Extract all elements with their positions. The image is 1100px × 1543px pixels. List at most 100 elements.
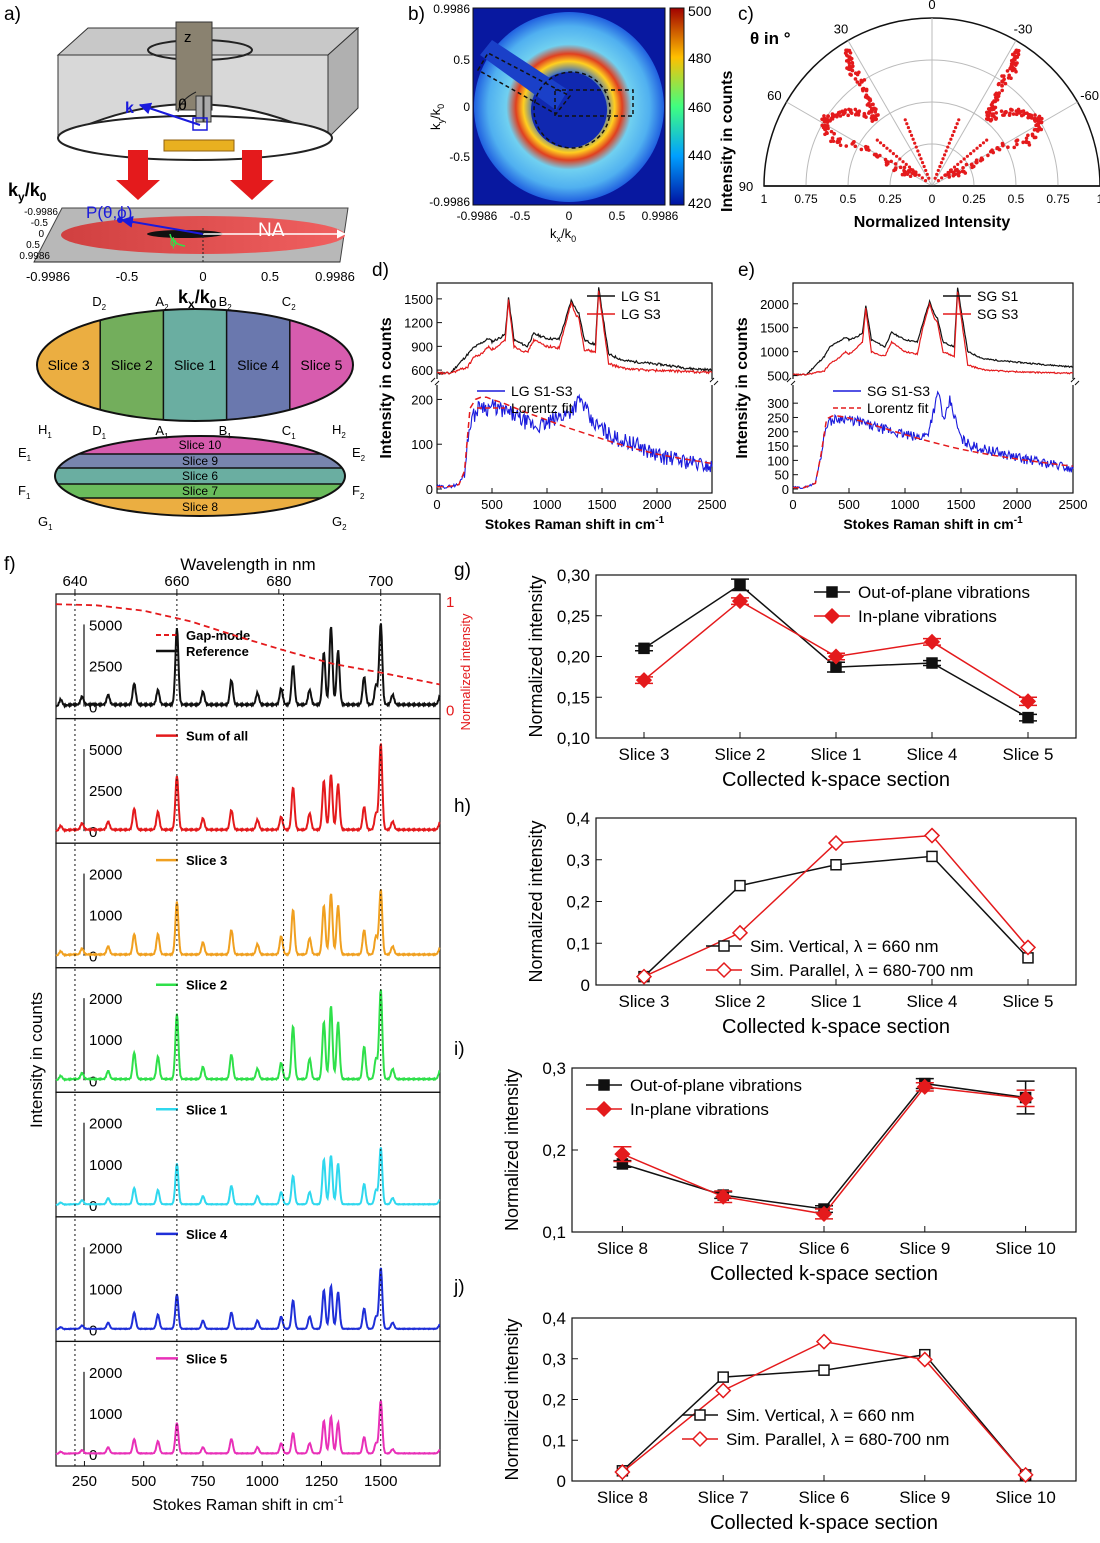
polar-point bbox=[902, 168, 906, 173]
x-tick: 500 bbox=[131, 1473, 156, 1490]
left-boundary-letter-sub: 1 bbox=[47, 431, 52, 440]
top-boundary-letter: D2 bbox=[92, 294, 106, 312]
lower-y-tick: 300 bbox=[767, 396, 789, 411]
polar-point bbox=[954, 125, 958, 130]
kx-tick: -0.9986 bbox=[26, 269, 70, 284]
scale-bar-tick: 1000 bbox=[89, 1157, 122, 1174]
f-subpanel-frame bbox=[55, 1340, 441, 1467]
axis-break-mark bbox=[1070, 377, 1080, 386]
left-boundary-letter-letter: E bbox=[18, 445, 27, 460]
polar-point bbox=[939, 161, 944, 165]
right-boundary-letter-letter: F bbox=[352, 483, 360, 498]
series-marker-diamond bbox=[815, 1333, 833, 1350]
lower-y-tick: 0 bbox=[426, 482, 433, 497]
legend-label: Lorentz fit bbox=[867, 400, 929, 416]
horizontal-slice-fill bbox=[55, 454, 345, 468]
right-boundary-letter: G2 bbox=[332, 514, 347, 532]
vertical-slices-outline bbox=[36, 308, 354, 422]
k-vector-label: k bbox=[125, 100, 134, 117]
polar-radial-tick: 0.5 bbox=[840, 192, 857, 206]
x-axis-label-sup: -1 bbox=[655, 515, 664, 526]
polar-point bbox=[1039, 120, 1044, 125]
ky-tick: -0.9986 bbox=[24, 207, 58, 218]
series-marker-diamond bbox=[916, 1351, 933, 1368]
x-category: Slice 2 bbox=[714, 745, 765, 764]
polar-point bbox=[965, 154, 969, 158]
panel-letter-i: i) bbox=[454, 1039, 465, 1060]
y-tick: 0,15 bbox=[557, 688, 590, 707]
x-tick: 1000 bbox=[533, 497, 562, 512]
polar-radial-tick: 0.5 bbox=[1008, 192, 1025, 206]
microscope-objective-drawing: z k θ bbox=[56, 21, 360, 200]
panel-c: c) θ in ° 030-3060-6090-9010.750.50.2500… bbox=[738, 0, 1100, 231]
polar-point bbox=[878, 153, 882, 158]
legend-marker bbox=[694, 1409, 706, 1421]
f-y-label: Intensity in counts bbox=[27, 992, 46, 1128]
kx-tick: 0.9986 bbox=[315, 269, 355, 284]
y-tick: 0,20 bbox=[557, 648, 590, 667]
x-axis-label-sup: -1 bbox=[334, 1494, 344, 1506]
upper-y-tick: 500 bbox=[767, 369, 789, 384]
horizontal-slice-label: Slice 7 bbox=[182, 484, 218, 498]
legend-label: In-plane vibrations bbox=[858, 607, 997, 626]
x-tick: 1000 bbox=[891, 497, 920, 512]
kx-tick: -0.5 bbox=[116, 269, 138, 284]
ky-tick: 0 bbox=[38, 229, 44, 240]
heatmap-dashed-rect bbox=[554, 89, 634, 117]
panel-letter-h: h) bbox=[454, 796, 471, 817]
x-category: Slice 10 bbox=[995, 1488, 1055, 1507]
polar-point bbox=[950, 133, 955, 137]
polar-point bbox=[949, 168, 953, 172]
polar-point bbox=[920, 176, 924, 180]
scale-bar-tick: 1000 bbox=[89, 1032, 122, 1049]
panel-letter-b: b) bbox=[408, 4, 425, 25]
b-x-tick: 0.9986 bbox=[642, 209, 679, 223]
upper-y-tick: 1000 bbox=[760, 345, 789, 360]
polar-point bbox=[871, 114, 876, 118]
upper-y-tick: 1500 bbox=[760, 321, 789, 336]
b-y-ticks: 0.9986 0.5 0 -0.5 -0.9986 bbox=[429, 2, 470, 209]
p-theta-phi-label: P(θ,ϕ) bbox=[86, 203, 132, 222]
polar-point bbox=[972, 149, 976, 153]
polar-point bbox=[986, 107, 991, 111]
upper-y-tick: 1200 bbox=[404, 316, 433, 331]
right-axis-tick: 0 bbox=[446, 703, 454, 720]
legend-label: Sim. Parallel, λ = 680-700 nm bbox=[750, 961, 973, 980]
polar-point bbox=[878, 141, 883, 145]
polar-point bbox=[907, 165, 912, 169]
lower-y-tick: 0 bbox=[782, 482, 789, 497]
x-tick: 1000 bbox=[246, 1473, 279, 1490]
polar-point bbox=[990, 149, 994, 154]
legend-label: Out-of-plane vibrations bbox=[630, 1076, 802, 1095]
legend-marker bbox=[826, 586, 838, 598]
upper-series-line bbox=[436, 287, 713, 375]
x-tick: 0 bbox=[789, 497, 796, 512]
panel-letter-e: e) bbox=[738, 260, 755, 281]
ky-tick: 0.9986 bbox=[19, 251, 50, 262]
polar-point bbox=[851, 64, 855, 68]
polar-point bbox=[936, 179, 941, 183]
polar-point bbox=[1008, 66, 1012, 71]
bottom-boundary-letter: C1 bbox=[282, 423, 296, 441]
polar-point bbox=[895, 154, 899, 158]
polar-radial-tick: 0.75 bbox=[1046, 192, 1070, 206]
polar-point bbox=[964, 162, 969, 167]
f-spectrum bbox=[55, 623, 441, 709]
x-axis-label-text: Stokes Raman shift in cm bbox=[843, 516, 1013, 532]
colorbar-tick: 500 bbox=[688, 3, 712, 19]
f-stack: 640 660 680 700500025000ReferenceGap-mode50… bbox=[55, 573, 454, 1514]
panel-letter-j: j) bbox=[453, 1277, 465, 1298]
polar-point bbox=[874, 113, 879, 118]
x-category: Slice 3 bbox=[618, 745, 669, 764]
right-boundary-letter: E2 bbox=[352, 445, 366, 463]
polar-point bbox=[1025, 111, 1029, 116]
x-tick: 0 bbox=[433, 497, 440, 512]
legend-marker bbox=[718, 940, 730, 952]
polar-point bbox=[956, 173, 961, 178]
series-marker-diamond bbox=[635, 968, 653, 985]
polar-point bbox=[910, 171, 915, 176]
lower-y-tick: 200 bbox=[411, 392, 433, 407]
polar-point bbox=[936, 168, 940, 173]
b-y-label: ky/k0 bbox=[428, 104, 446, 130]
